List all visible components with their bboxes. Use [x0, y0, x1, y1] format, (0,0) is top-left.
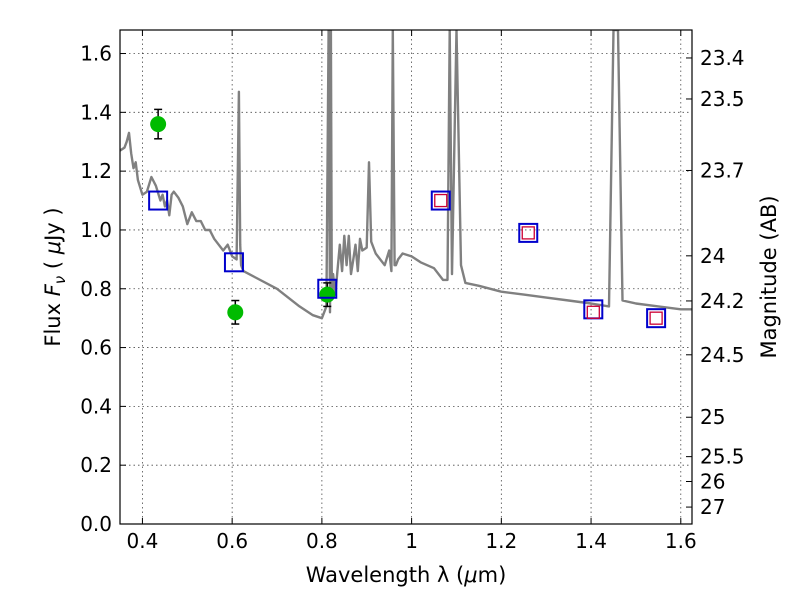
- y2-tick-label: 23.7: [700, 158, 745, 182]
- x-tick-label: 0.6: [216, 529, 248, 553]
- tick-labels: 0.4 0.6 0.8 1 1.2 1.4 1.6 0.0 0.2 0.4 0.6 0.8 1.0 1.2…: [80, 42, 744, 553]
- y2-tick-label: 24.2: [700, 289, 745, 313]
- measured-flux-point: [150, 116, 167, 133]
- y2-tick-label: 24.5: [700, 343, 745, 367]
- y2-tick-label: 27: [700, 495, 725, 519]
- x-tick-label: 1.4: [575, 529, 607, 553]
- model-band-square: [518, 222, 539, 243]
- x-tick-label: 1: [405, 529, 418, 553]
- y-tick-label: 1.0: [80, 218, 112, 242]
- model-spectrum-line: [120, 30, 692, 320]
- measured-flux-point: [227, 304, 244, 321]
- x-tick-label: 0.4: [127, 529, 159, 553]
- y-tick-label: 0.8: [80, 277, 112, 301]
- model-band-square: [430, 190, 451, 211]
- x-tick-label: 1.6: [665, 529, 697, 553]
- y-tick-label: 0.4: [80, 394, 112, 418]
- model-band-square: [223, 252, 244, 273]
- plot-frame: [119, 29, 693, 525]
- y-tick-label: 1.2: [80, 159, 112, 183]
- model-band-square-small: [649, 311, 663, 325]
- measured-flux-point: [319, 286, 336, 303]
- y2-tick-label: 25.5: [700, 445, 745, 469]
- y-tick-label: 1.6: [80, 42, 112, 66]
- y-axis-label: Flux Fν ( μJy ): [41, 207, 69, 346]
- model-band-square: [317, 278, 338, 299]
- model-band-square-small: [586, 305, 600, 319]
- y2-tick-label: 24: [700, 244, 725, 268]
- grid-lines: [120, 30, 692, 525]
- y2-tick-label: 23.4: [700, 46, 745, 70]
- x-axis-label: Wavelength λ (μm): [306, 563, 507, 587]
- model-band-square: [646, 308, 667, 329]
- y-tick-label: 1.4: [80, 100, 112, 124]
- model-band-square-small: [521, 226, 535, 240]
- y-tick-label: 0.6: [80, 336, 112, 360]
- x-tick-label: 1.2: [485, 529, 517, 553]
- model-band-square: [148, 190, 169, 211]
- y-tick-label: 0.0: [80, 512, 112, 536]
- data-series: [120, 30, 692, 329]
- model-band-square-small: [434, 193, 448, 208]
- y2-axis-label: Magnitude (AB): [757, 195, 781, 358]
- y2-tick-label: 25: [700, 405, 725, 429]
- x-tick-label: 0.8: [306, 529, 338, 553]
- y-tick-label: 0.2: [80, 453, 112, 477]
- axis-ticks: [120, 30, 692, 525]
- y2-tick-label: 26: [700, 469, 725, 493]
- y2-tick-label: 23.5: [700, 87, 745, 111]
